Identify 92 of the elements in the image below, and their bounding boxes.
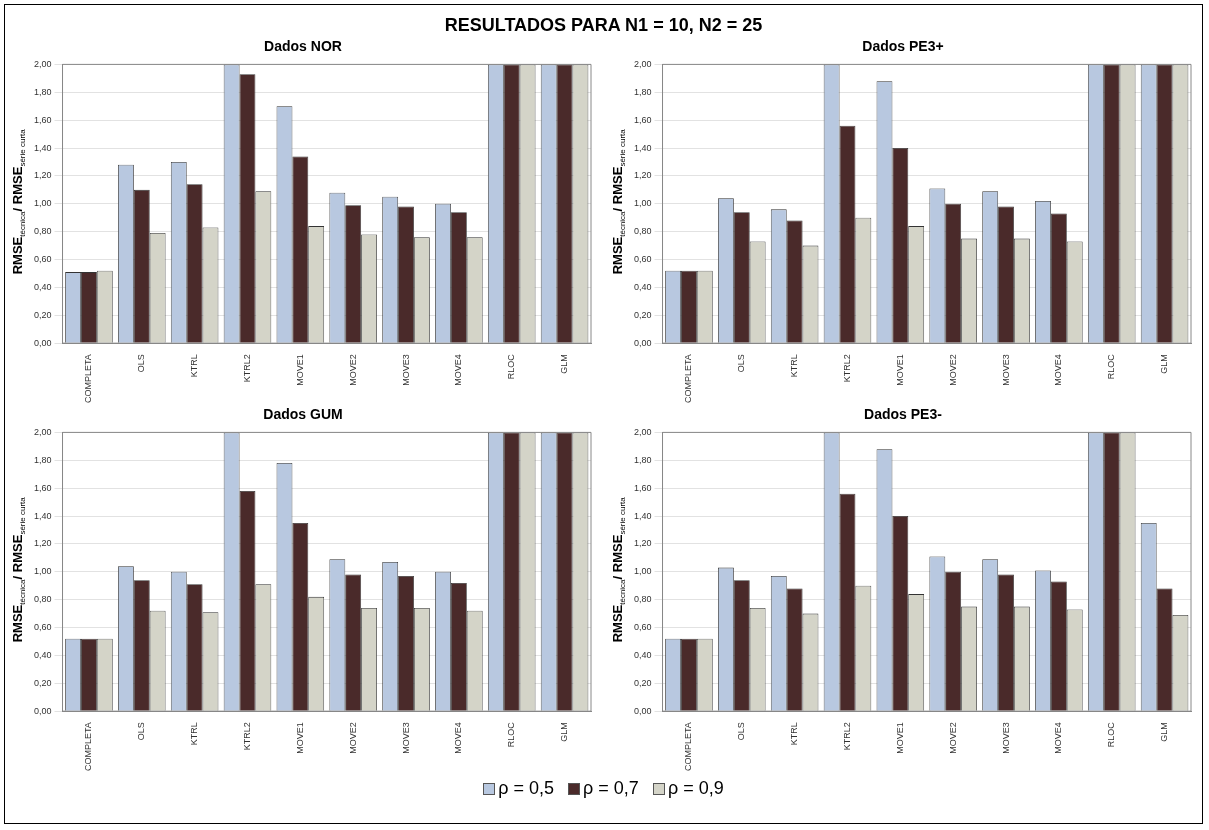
x-tick-label: KTRL2 [241, 722, 252, 751]
x-tick-label: RLOC [506, 353, 517, 380]
y-tick-label: 2,00 [633, 58, 652, 69]
x-tick-label: MOVE1 [294, 722, 305, 754]
y-tick-label: 1,80 [633, 454, 652, 465]
y-tick-label: 1,00 [633, 198, 652, 209]
x-tick-label: GLM [1159, 722, 1170, 742]
x-tick-label: MOVE3 [400, 354, 411, 386]
x-tick-label: COMPLETA [683, 354, 694, 403]
y-tick-label: 1,60 [33, 114, 52, 125]
y-tick-label: 0,80 [33, 226, 52, 237]
y-tick-label: 2,00 [33, 58, 52, 69]
y-tick-label: 0,40 [33, 281, 52, 292]
y-tick-label: 0,20 [33, 677, 52, 688]
y-tick-label: 0,40 [633, 649, 652, 660]
legend-label: ρ = 0,7 [583, 778, 639, 799]
x-tick-label: RLOC [1106, 721, 1117, 748]
legend-label: ρ = 0,9 [667, 778, 724, 799]
x-tick-label: RLOC [506, 721, 517, 748]
x-tick-label: OLS [136, 722, 147, 741]
x-tick-label: OLS [136, 354, 147, 373]
y-tick-label: 0,00 [33, 337, 52, 348]
y-tick-label: 1,80 [33, 86, 52, 97]
legend-label: ρ = 0,5 [498, 778, 555, 799]
y-tick-label: 0,80 [633, 226, 652, 237]
y-tick-label: 1,40 [633, 510, 652, 521]
y-tick-label: 0,00 [33, 705, 52, 716]
y-tick-label: 0,60 [633, 254, 652, 265]
x-tick-label: RLOC [1106, 353, 1117, 380]
chart-title: Dados PE3- [863, 406, 943, 422]
x-tick-label: KTRL2 [241, 354, 252, 383]
x-tick-label: MOVE3 [1000, 354, 1011, 386]
y-tick-label: 1,00 [33, 566, 52, 577]
y-tick-label: 0,60 [633, 622, 652, 633]
y-tick-label: 1,00 [33, 198, 52, 209]
chart-title: Dados NOR [263, 38, 343, 54]
y-tick-label: 2,00 [33, 426, 52, 437]
x-tick-label: MOVE2 [347, 722, 358, 754]
x-tick-label: MOVE4 [453, 354, 464, 386]
y-tick-label: 1,00 [633, 566, 652, 577]
x-tick-label: MOVE4 [453, 722, 464, 754]
y-tick-label: 1,80 [633, 86, 652, 97]
x-tick-label: COMPLETA [83, 722, 94, 771]
x-tick-label: MOVE3 [400, 722, 411, 754]
y-tick-label: 1,20 [33, 170, 52, 181]
x-tick-label: OLS [736, 722, 747, 741]
y-tick-label: 0,60 [33, 622, 52, 633]
y-tick-label: 0,20 [33, 309, 52, 320]
x-tick-label: KTRL [189, 722, 200, 746]
x-tick-label: GLM [1159, 354, 1170, 374]
x-tick-label: MOVE1 [894, 354, 905, 386]
y-tick-label: 1,60 [633, 482, 652, 493]
y-tick-label: 1,80 [33, 454, 52, 465]
y-tick-label: 1,60 [633, 114, 652, 125]
y-tick-label: 0,00 [633, 337, 652, 348]
y-tick-label: 1,20 [33, 538, 52, 549]
y-tick-label: 1,40 [33, 142, 52, 153]
x-tick-label: MOVE4 [1053, 354, 1064, 386]
x-tick-label: KTRL [789, 354, 800, 378]
x-tick-label: MOVE4 [1053, 722, 1064, 754]
y-tick-label: 0,20 [633, 677, 652, 688]
x-tick-label: MOVE1 [294, 354, 305, 386]
y-tick-label: 1,20 [633, 170, 652, 181]
chart-title: Dados GUM [262, 406, 344, 422]
y-tick-label: 0,00 [633, 705, 652, 716]
y-tick-label: 0,40 [33, 649, 52, 660]
x-tick-label: MOVE1 [894, 722, 905, 754]
y-tick-label: 0,60 [33, 254, 52, 265]
y-tick-label: 1,40 [33, 510, 52, 521]
x-tick-label: KTRL2 [841, 722, 852, 751]
text: RESULTADOS PARA N1 = 10, N2 = 25 [443, 15, 764, 36]
chart-title: Dados PE3+ [861, 38, 945, 54]
x-tick-label: MOVE3 [1000, 722, 1011, 754]
x-tick-label: COMPLETA [683, 722, 694, 771]
y-tick-label: 0,40 [633, 281, 652, 292]
y-tick-label: 0,20 [633, 309, 652, 320]
x-tick-label: KTRL [189, 354, 200, 378]
x-tick-label: GLM [559, 354, 570, 374]
x-tick-label: KTRL [789, 722, 800, 746]
y-tick-label: 1,60 [33, 482, 52, 493]
x-tick-label: MOVE2 [947, 354, 958, 386]
x-tick-label: GLM [559, 722, 570, 742]
y-tick-label: 0,80 [33, 594, 52, 605]
x-tick-label: MOVE2 [347, 354, 358, 386]
x-tick-label: OLS [736, 354, 747, 373]
y-tick-label: 2,00 [633, 426, 652, 437]
y-tick-label: 0,80 [633, 594, 652, 605]
x-tick-label: COMPLETA [83, 354, 94, 403]
y-tick-label: 1,40 [633, 142, 652, 153]
x-tick-label: MOVE2 [947, 722, 958, 754]
y-tick-label: 1,20 [633, 538, 652, 549]
x-tick-label: KTRL2 [841, 354, 852, 383]
